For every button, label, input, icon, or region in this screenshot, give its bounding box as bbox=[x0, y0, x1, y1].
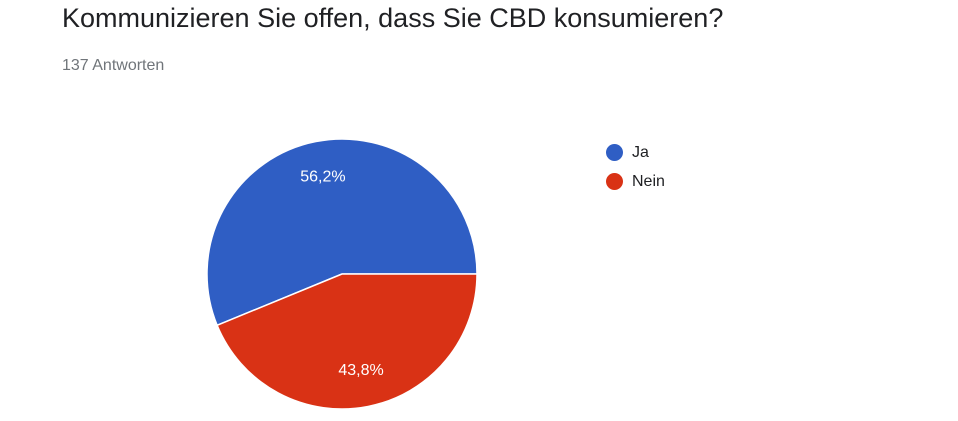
response-count: 137 Antworten bbox=[62, 57, 165, 74]
question-title: Kommunizieren Sie offen, dass Sie CBD ko… bbox=[62, 3, 724, 33]
pie-slice-nein bbox=[216, 273, 478, 410]
legend-label: Nein bbox=[632, 172, 665, 190]
legend-swatch-icon bbox=[606, 144, 623, 161]
legend-item-ja: Ja bbox=[606, 138, 665, 167]
legend-item-nein: Nein bbox=[606, 167, 665, 196]
slice-label-ja: 56,2% bbox=[300, 169, 345, 186]
pie-slice-ja bbox=[206, 138, 478, 327]
chart-legend: Ja Nein bbox=[606, 138, 665, 196]
legend-swatch-icon bbox=[606, 173, 623, 190]
legend-label: Ja bbox=[632, 143, 649, 161]
slice-label-nein: 43,8% bbox=[338, 362, 383, 379]
